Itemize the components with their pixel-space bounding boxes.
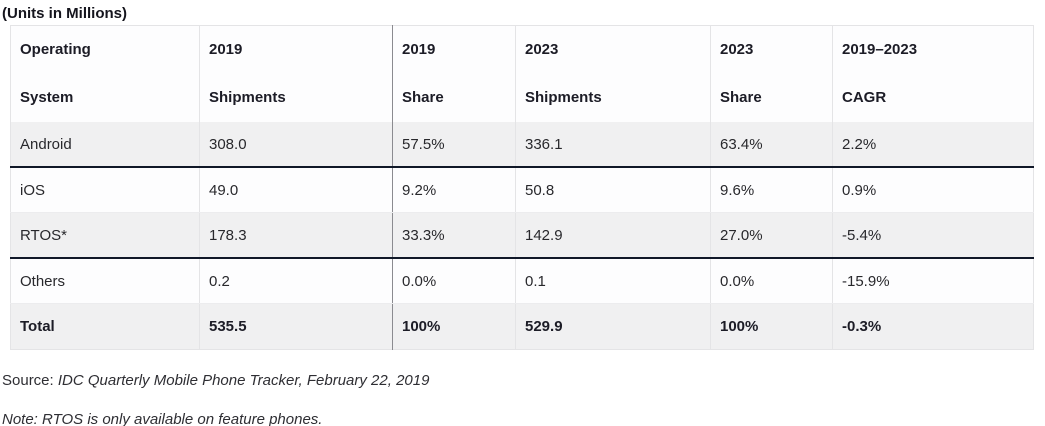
header-line: Share [720,89,762,106]
header-line: 2019 [209,41,243,58]
cell-2023-share: 27.0% [710,212,833,259]
units-caption: (Units in Millions) [2,5,127,22]
column-header-2019-share: 2019 Share [392,25,516,122]
table-body: Android 308.0 57.5% 336.1 63.4% 2.2% iOS… [10,122,1034,350]
cell-2023-share: 9.6% [710,167,833,213]
cell-2023-shipments: 50.8 [515,167,711,213]
cell-os: RTOS* [10,212,200,259]
header-line: 2019 [402,41,436,58]
table-row-ios: iOS 49.0 9.2% 50.8 9.6% 0.9% [10,167,1034,213]
cell-2019-shipments: 49.0 [199,167,393,213]
cell-2019-share: 33.3% [392,212,516,259]
header-line: 2023 [720,41,754,58]
cell-2023-shipments: 0.1 [515,258,711,304]
cell-2019-share: 9.2% [392,167,516,213]
source-line: Source: IDC Quarterly Mobile Phone Track… [2,371,1045,390]
header-line: Shipments [209,89,286,106]
column-header-2023-shipments: 2023 Shipments [515,25,711,122]
cell-2019-share: 57.5% [392,122,516,168]
cell-2019-shipments: 535.5 [199,303,393,350]
header-line: CAGR [842,89,887,106]
cell-cagr: -0.3% [832,303,1034,350]
cell-2023-share: 63.4% [710,122,833,168]
table-row-rtos: RTOS* 178.3 33.3% 142.9 27.0% -5.4% [10,212,1034,259]
header-line: 2019–2023 [842,41,918,58]
column-header-2019-shipments: 2019 Shipments [199,25,393,122]
cell-2019-shipments: 178.3 [199,212,393,259]
table-row-android: Android 308.0 57.5% 336.1 63.4% 2.2% [10,122,1034,168]
cell-cagr: -15.9% [832,258,1034,304]
header-line: Share [402,89,444,106]
header-line: System [20,89,74,106]
table-row-total: Total 535.5 100% 529.9 100% -0.3% [10,303,1034,350]
note-line: Note: RTOS is only available on feature … [2,411,323,426]
cell-os: Android [10,122,200,168]
header-line: Shipments [525,89,602,106]
cell-2023-share: 100% [710,303,833,350]
column-header-2023-share: 2023 Share [710,25,833,122]
cell-2019-share: 100% [392,303,516,350]
cell-os: Others [10,258,200,304]
cell-2019-shipments: 308.0 [199,122,393,168]
cell-os: Total [10,303,200,350]
cell-2019-shipments: 0.2 [199,258,393,304]
cell-2023-share: 0.0% [710,258,833,304]
column-header-cagr: 2019–2023 CAGR [832,25,1034,122]
source-citation: IDC Quarterly Mobile Phone Tracker, Febr… [57,372,430,389]
column-header-operating-system: Operating System [10,25,200,122]
cell-2023-shipments: 142.9 [515,212,711,259]
header-line: 2023 [525,41,559,58]
cell-2019-share: 0.0% [392,258,516,304]
cell-cagr: 0.9% [832,167,1034,213]
header-line: Operating [20,41,91,58]
cell-cagr: 2.2% [832,122,1034,168]
cell-2023-shipments: 336.1 [515,122,711,168]
table-header: Operating System 2019 Shipments 2019 Sha… [10,25,1034,122]
cell-2023-shipments: 529.9 [515,303,711,350]
shipments-table: Operating System 2019 Shipments 2019 Sha… [10,25,1034,350]
table-row-others: Others 0.2 0.0% 0.1 0.0% -15.9% [10,258,1034,304]
source-label: Source: [2,372,58,389]
cell-cagr: -5.4% [832,212,1034,259]
header-row: Operating System 2019 Shipments 2019 Sha… [10,25,1034,122]
cell-os: iOS [10,167,200,213]
